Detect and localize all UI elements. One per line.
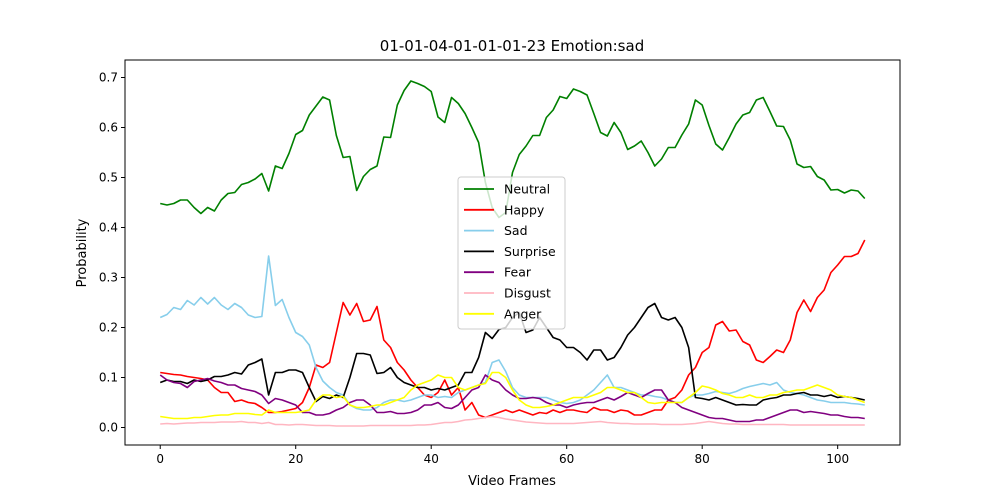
y-axis-label: Probability [75, 218, 90, 287]
chart-title: 01-01-04-01-01-01-23 Emotion:sad [380, 37, 644, 55]
y-tick-label: 0.5 [99, 171, 118, 185]
y-tick-label: 0.2 [99, 321, 118, 335]
y-tick-label: 0.1 [99, 371, 118, 385]
legend-label-disgust: Disgust [504, 286, 551, 301]
series-line-sad [159, 255, 865, 411]
legend-label-sad: Sad [504, 223, 528, 238]
legend-label-fear: Fear [504, 265, 532, 280]
series-layer [159, 80, 866, 427]
y-tick-label: 0.0 [99, 421, 118, 435]
x-axis-label: Video Frames [468, 474, 556, 489]
x-tick-label: 60 [559, 452, 574, 466]
y-tick-label: 0.7 [99, 71, 118, 85]
axes-layer: 0 20 40 60 80 100 0.0 0.1 0.2 0.3 0.4 0.5 0.6 0.7 [99, 59, 901, 466]
x-tick-label: 20 [288, 452, 303, 466]
axes-frame [124, 59, 901, 446]
legend-label-anger: Anger [504, 306, 542, 321]
y-tick-label: 0.3 [99, 271, 118, 285]
x-tick-label: 80 [695, 452, 710, 466]
series-line-disgust [160, 415, 865, 427]
y-tick-label: 0.6 [99, 121, 118, 135]
legend: Neutral Happy Sad Surprise Fear Disgust Anger [457, 176, 566, 330]
x-tick-label: 40 [424, 452, 439, 466]
series-line-anger [160, 371, 866, 420]
legend-box [457, 176, 566, 330]
x-tick-label: 100 [826, 452, 849, 466]
series-line-fear [159, 374, 865, 423]
legend-label-surprise: Surprise [504, 244, 556, 259]
legend-label-neutral: Neutral [504, 182, 550, 197]
series-line-neutral [160, 80, 866, 219]
legend-label-happy: Happy [504, 202, 545, 217]
x-tick-label: 0 [156, 452, 164, 466]
y-tick-label: 0.4 [99, 221, 118, 235]
